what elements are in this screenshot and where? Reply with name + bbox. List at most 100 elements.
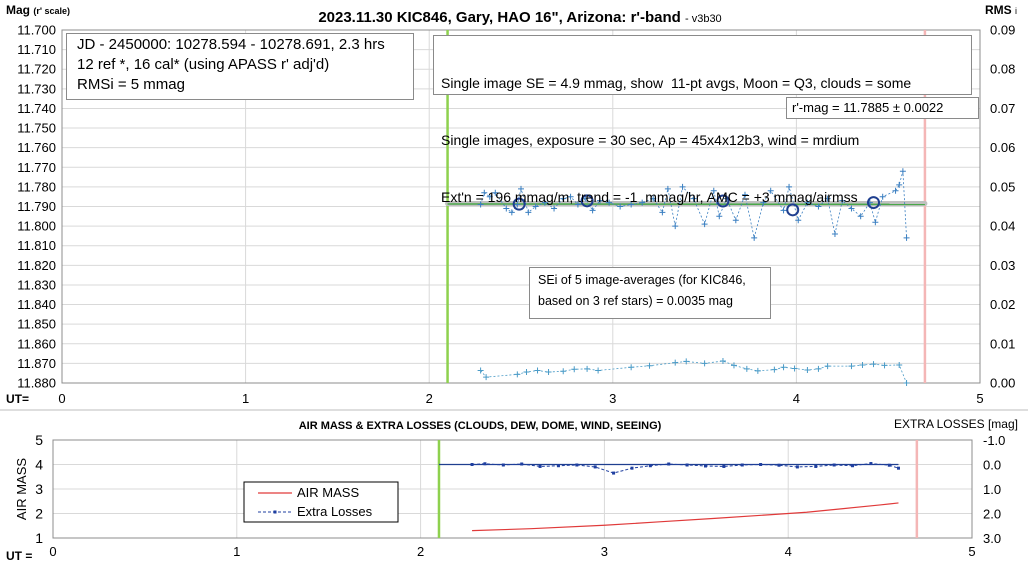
- bottom-gridlines: [53, 440, 972, 538]
- bottom-y2-tick-label: 3.0: [983, 531, 1001, 546]
- extra-losses-point: [740, 463, 744, 467]
- extra-losses-point: [483, 462, 487, 466]
- single-images-point: [751, 234, 758, 241]
- single-images-point: [857, 213, 864, 220]
- average-point: [716, 194, 730, 208]
- rms-i-point: [848, 363, 855, 370]
- bottom-chart-title: AIR MASS & EXTRA LOSSES (CLOUDS, DEW, DO…: [299, 420, 662, 432]
- top-y-tick-label: 11.840: [17, 297, 56, 312]
- single-images-point: [786, 183, 793, 190]
- jd-info-line-3: RMSi = 5 mmag: [77, 76, 185, 93]
- single-images-point: [628, 201, 635, 208]
- bottom-x-tick-label: 1: [233, 544, 240, 559]
- bottom-x-tick-label: 2: [417, 544, 424, 559]
- top-x-tick-label: 3: [609, 391, 616, 406]
- bottom-y-tick-label: 2: [35, 506, 43, 522]
- rms-i-point: [672, 359, 679, 366]
- extra-losses-point: [703, 464, 707, 468]
- bottom-x-tick-label: 5: [968, 544, 975, 559]
- extra-losses-point: [593, 465, 597, 469]
- bottom-y-axis-label: AIR MASS: [14, 458, 29, 520]
- bottom-legend: AIR MASS Extra Losses: [243, 481, 399, 523]
- average-point: [512, 197, 526, 211]
- extra-losses-point: [556, 464, 560, 468]
- sei-info-line-1: SEi of 5 image-averages (for KIC846,: [538, 273, 746, 287]
- extra-losses-point: [722, 464, 726, 468]
- legend-marker-extra-losses: [273, 510, 277, 514]
- top-plot-border: [61, 29, 981, 384]
- rms-i-point: [646, 362, 653, 369]
- extra-losses-point: [520, 462, 524, 466]
- extra-losses-point: [896, 466, 900, 470]
- single-images-point: [514, 201, 521, 208]
- rms-i-point: [534, 367, 541, 374]
- single-images-point: [824, 195, 831, 202]
- top-y2-axis-label: RMS i: [985, 3, 1017, 17]
- legend-label-air-mass: AIR MASS: [297, 485, 359, 500]
- bottom-x-tick-label: 4: [785, 544, 792, 559]
- top-y-tick-label: 11.820: [17, 258, 56, 273]
- top-y-axis-label: Mag (r' scale): [6, 3, 70, 17]
- rms-i-point: [595, 367, 602, 374]
- top-plot-marks: [445, 30, 928, 386]
- top-y2-tick-label: 0.08: [990, 62, 1015, 77]
- single-images-point: [518, 185, 524, 192]
- top-y2-tick-label: 0.06: [990, 140, 1015, 155]
- jd-info-line-1: JD - 2450000: 10278.594 - 10278.691, 2.3…: [77, 36, 385, 53]
- single-images-point: [872, 219, 879, 226]
- single-images-point: [679, 183, 686, 190]
- top-x-tick-label: 1: [242, 391, 249, 406]
- top-y2-tick-label: 0.05: [990, 179, 1015, 194]
- rms-i-point: [881, 362, 888, 369]
- rms-i-point: [683, 358, 690, 365]
- single-images-point: [503, 205, 510, 212]
- single-images-point: [741, 191, 748, 198]
- extra-losses-point: [648, 464, 652, 468]
- top-y-tick-label: 11.720: [17, 62, 56, 77]
- top-y-tick-label: 11.710: [17, 42, 56, 57]
- single-images-point: [486, 193, 493, 200]
- single-images-point: [477, 201, 484, 208]
- average-point: [580, 194, 594, 208]
- rms-i-point: [719, 358, 726, 365]
- single-images-point: [492, 189, 499, 196]
- single-images-point: [606, 199, 613, 206]
- top-y2-tick-label: 0.00: [990, 376, 1015, 391]
- top-y-tick-label: 11.750: [17, 121, 56, 136]
- jd-info-box: JD - 2450000: 10278.594 - 10278.691, 2.3…: [66, 33, 414, 100]
- rms-i-point: [780, 364, 787, 371]
- top-x-tick-label: 4: [793, 391, 800, 406]
- rms-i-point: [514, 371, 521, 378]
- average-point: [867, 196, 881, 210]
- rms-i-point: [477, 367, 484, 374]
- single-images-point: [701, 221, 708, 228]
- single-images-point: [879, 193, 886, 200]
- single-images-point: [767, 187, 774, 194]
- top-y-tick-label: 11.860: [17, 336, 56, 351]
- bottom-y2-axis-label: EXTRA LOSSES [mag]: [894, 417, 1018, 431]
- single-images-point: [508, 209, 515, 216]
- single-images-point: [560, 195, 567, 202]
- mag-result-text: r'-mag = 11.7885 ± 0.0022: [792, 100, 944, 115]
- single-images-point: [596, 197, 603, 204]
- single-images-point: [639, 199, 646, 206]
- rms-i-point: [743, 365, 750, 372]
- single-images-point: [710, 187, 717, 194]
- top-y-tick-label: 11.870: [17, 356, 56, 371]
- top-y2-tick-label: 0.04: [990, 219, 1015, 234]
- bottom-plot-border: [52, 439, 973, 539]
- single-images-point: [617, 203, 624, 210]
- top-y2-tick-label: 0.03: [990, 258, 1015, 273]
- single-images-point: [650, 195, 657, 202]
- observation-info-line-2: Single images, exposure = 30 sec, Ap = 4…: [441, 132, 860, 148]
- extra-losses-point: [795, 465, 799, 469]
- single-images-point: [732, 217, 739, 224]
- single-images-point: [716, 213, 723, 220]
- air-mass-line: [472, 502, 899, 532]
- single-images-point: [589, 207, 596, 214]
- single-images-point: [804, 199, 811, 206]
- top-y-tick-label: 11.760: [17, 140, 56, 155]
- rms-i-point: [483, 374, 490, 381]
